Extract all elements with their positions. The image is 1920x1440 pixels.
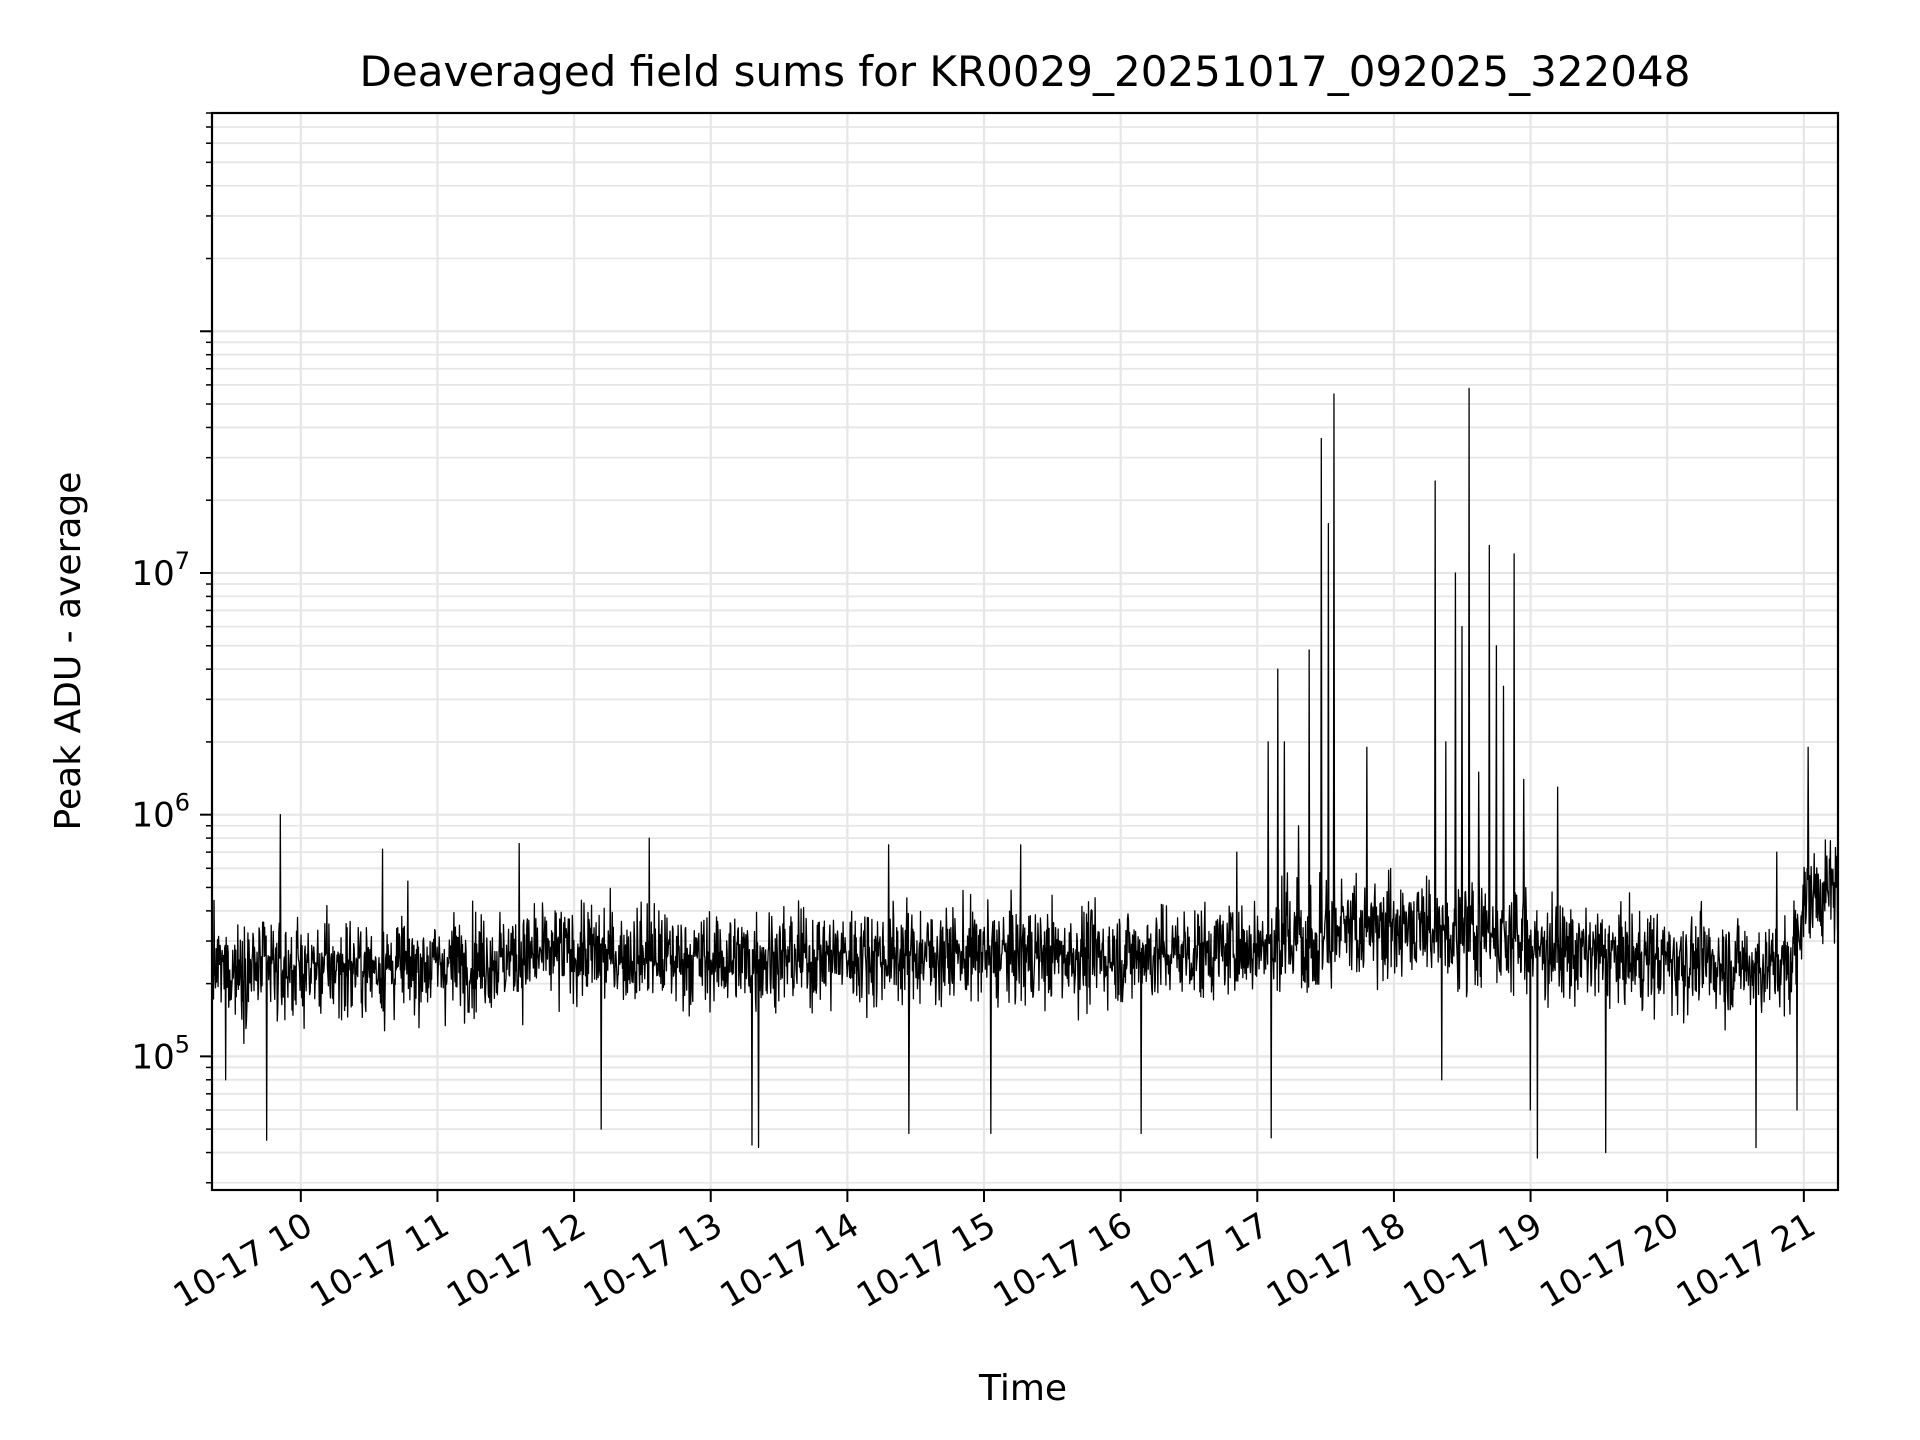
chart-title: Deaveraged field sums for KR0029_2025101…	[360, 47, 1691, 96]
y-tick-label: 105	[131, 1030, 190, 1077]
x-axis-label: Time	[978, 1368, 1067, 1409]
series-line	[211, 387, 1839, 1159]
y-tick-label: 107	[131, 547, 190, 594]
plot-frame	[210, 111, 1840, 1192]
data-series	[211, 387, 1839, 1159]
y-tick-label: 106	[131, 789, 190, 836]
y-axis-label: Peak ADU - average	[48, 472, 89, 831]
